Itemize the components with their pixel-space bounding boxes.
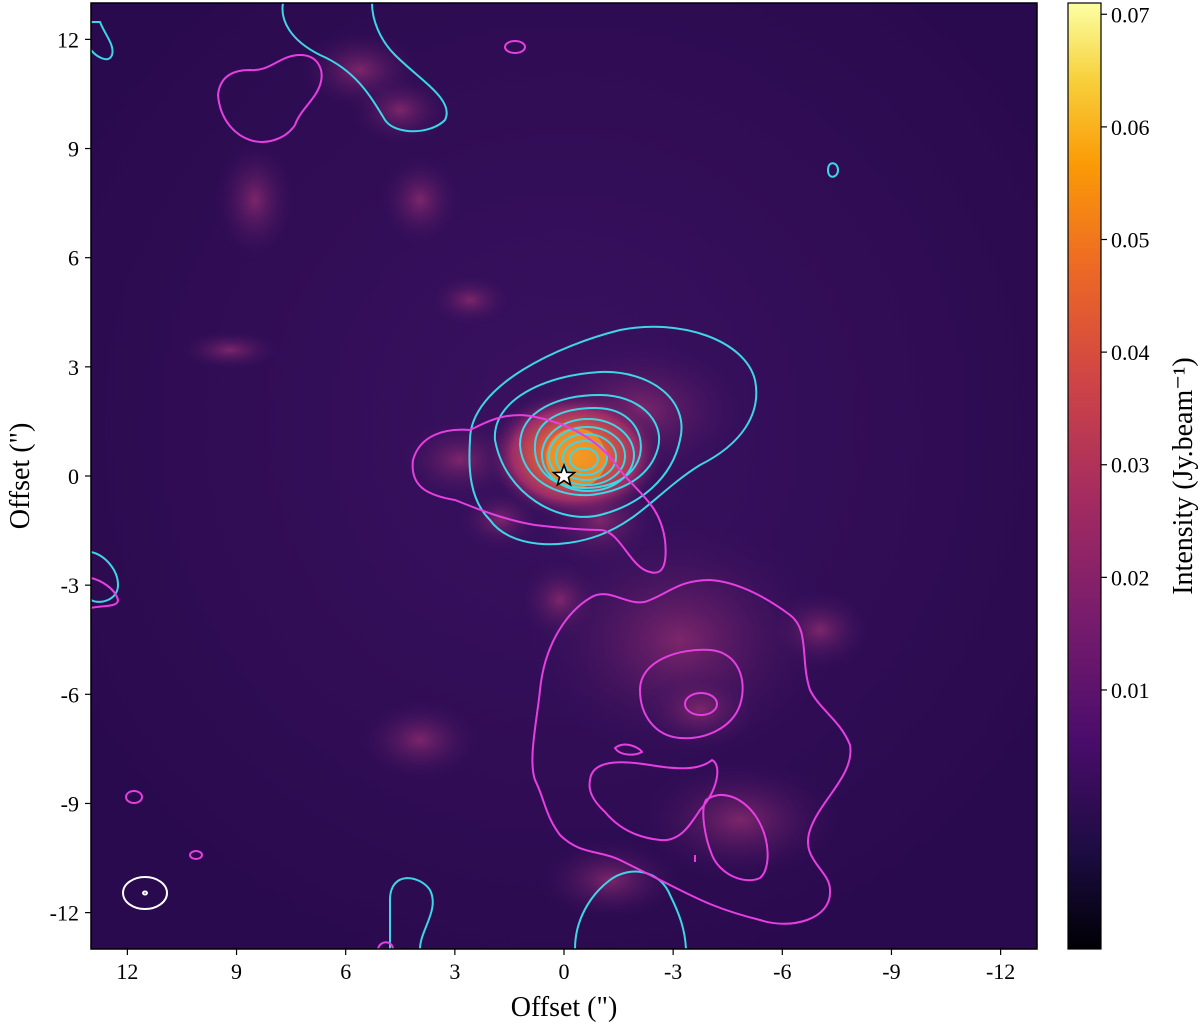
y-tick-label: 3: [68, 355, 79, 380]
colorbar-tick-label: 0.04: [1111, 340, 1150, 365]
y-tick-label: 6: [68, 246, 79, 271]
cyan-contour-small: [826, 162, 840, 178]
y-axis-label: Offset ("): [5, 423, 36, 530]
cyan-contours: [91, 3, 840, 949]
source-star-marker: [551, 462, 577, 487]
colorbar-ticks: 0.01 0.02 0.03 0.04 0.05 0.06 0.07: [1101, 2, 1150, 703]
x-axis-ticks: 12 9 6 3 0 -3 -6 -9 -12: [116, 949, 1015, 984]
magenta-contour-central: [411, 414, 667, 574]
cyan-contour-8: [562, 440, 608, 476]
colorbar-tick-label: 0.01: [1111, 678, 1150, 703]
y-tick-label: 9: [68, 137, 79, 162]
magenta-contour-tiny2: [125, 790, 143, 804]
y-tick-label: -6: [61, 682, 79, 707]
cyan-contour-3: [518, 393, 661, 497]
magenta-contour-tiny1: [504, 40, 526, 54]
beam-ellipse: [122, 876, 168, 910]
cyan-contour-4: [533, 406, 642, 490]
x-tick-label: -9: [882, 959, 900, 984]
magenta-contour-left: [91, 577, 120, 609]
colorbar-tick-label: 0.07: [1111, 2, 1150, 27]
cyan-contour-topleft: [91, 21, 114, 61]
y-tick-label: -9: [61, 791, 79, 816]
magenta-contour-south-inner2: [588, 758, 719, 842]
colorbar-tick-label: 0.02: [1111, 565, 1150, 590]
x-tick-label: -12: [986, 959, 1015, 984]
x-tick-label: 6: [340, 959, 351, 984]
cyan-contour-9: [569, 447, 599, 471]
x-tick-label: 9: [231, 959, 242, 984]
x-tick-label: 3: [449, 959, 460, 984]
cyan-contour-left: [91, 551, 120, 603]
y-tick-label: -3: [61, 573, 79, 598]
magenta-contour-south-inner3: [702, 794, 769, 882]
cyan-contour-bottom1: [389, 877, 434, 949]
colorbar-tick-label: 0.05: [1111, 228, 1150, 253]
x-tick-label: 0: [559, 959, 570, 984]
cyan-contour-bottom2: [574, 870, 687, 949]
magenta-contours: [91, 40, 852, 949]
magenta-contour-south: [531, 578, 852, 925]
cyan-contour-outer: [468, 325, 758, 546]
colorbar-tick-label: 0.03: [1111, 453, 1150, 478]
y-tick-label: 0: [68, 464, 79, 489]
cyan-contour-north: [281, 3, 448, 133]
x-tick-label: 12: [116, 959, 138, 984]
colorbar-tick-label: 0.06: [1111, 115, 1150, 140]
intensity-map: [91, 3, 1037, 949]
y-tick-label: 12: [57, 27, 79, 52]
magenta-contour-tiny3: [189, 850, 203, 860]
star-icon: [551, 462, 577, 487]
magenta-contour-peak: [684, 692, 718, 716]
y-tick-label: -12: [50, 901, 79, 926]
magenta-contour-small: [613, 743, 644, 756]
cyan-contour-2: [493, 370, 683, 518]
magenta-contour-bottom: [377, 941, 394, 949]
magenta-contour-south-inner1: [638, 648, 744, 740]
y-axis-ticks: 12 9 6 3 0 -3 -6 -9 -12: [50, 27, 91, 926]
cyan-contour-5: [541, 418, 635, 492]
colorbar: [1067, 2, 1102, 950]
cyan-contour-7: [555, 433, 617, 481]
x-tick-label: -6: [773, 959, 791, 984]
cyan-contour-6: [548, 426, 626, 486]
magenta-contour-ne: [216, 53, 323, 143]
x-tick-label: -3: [664, 959, 682, 984]
colorbar-label: Intensity (Jy.beam⁻¹): [1168, 357, 1199, 595]
x-axis-label: Offset ("): [511, 992, 618, 1023]
